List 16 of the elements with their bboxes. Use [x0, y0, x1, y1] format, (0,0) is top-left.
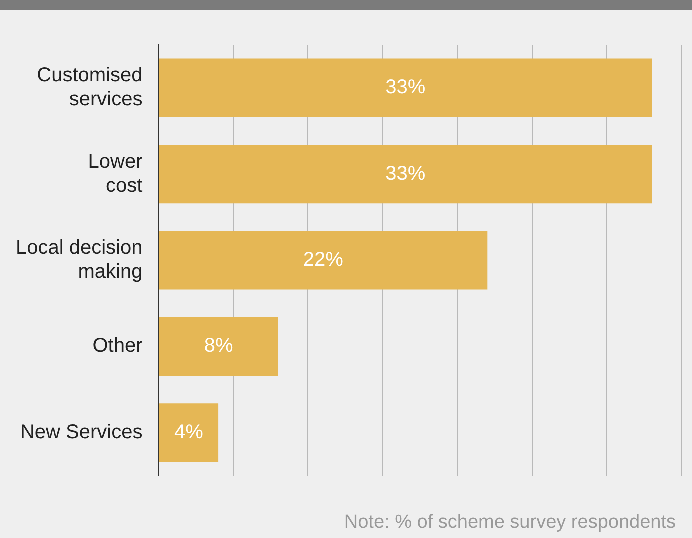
- bar: [159, 317, 278, 376]
- data-label: 33%: [386, 162, 426, 185]
- y-tick-label: Other: [92, 335, 144, 358]
- data-label: 4%: [174, 421, 204, 444]
- y-tick-label: New Services: [20, 421, 143, 444]
- text: Note: % of scheme survey respondents: [344, 512, 676, 533]
- data-label: 8%: [204, 335, 234, 358]
- bar: [159, 144, 652, 204]
- data-label: 22%: [303, 249, 344, 272]
- y-tick-label: Lower cost: [88, 150, 144, 197]
- bar: [159, 404, 219, 462]
- data-label: 33%: [386, 76, 426, 99]
- bar: [159, 231, 488, 290]
- y-tick-label: Customised services: [37, 64, 143, 111]
- bar: [159, 58, 652, 118]
- y-tick-label: Local decision making: [16, 237, 143, 284]
